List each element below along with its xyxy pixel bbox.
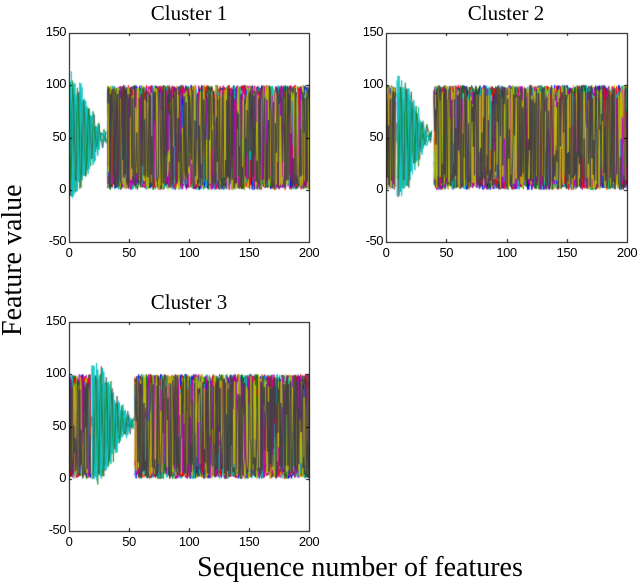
x-tick-label: 50 bbox=[122, 534, 136, 549]
y-axis-label: Feature value bbox=[0, 184, 28, 336]
x-tick-label: 200 bbox=[616, 245, 638, 260]
x-tick-label: 200 bbox=[298, 534, 320, 549]
y-tick-label: -50 bbox=[365, 233, 384, 248]
x-tick-label: 100 bbox=[178, 245, 200, 260]
y-tick-label: 150 bbox=[45, 24, 67, 39]
y-tick-label: 100 bbox=[362, 76, 384, 92]
y-tick-label: 0 bbox=[376, 180, 383, 196]
x-tick-label: 150 bbox=[238, 245, 260, 260]
y-tick-label: 100 bbox=[45, 365, 67, 381]
x-tick-label: 0 bbox=[65, 534, 73, 549]
y-tick-label: 150 bbox=[362, 24, 384, 39]
x-tick-label: 200 bbox=[298, 245, 320, 260]
x-tick-label: 150 bbox=[238, 534, 260, 549]
x-tick-label: 100 bbox=[496, 245, 517, 260]
y-tick-label: -50 bbox=[48, 522, 67, 537]
y-tick-label: 50 bbox=[369, 128, 384, 144]
y-tick-label: 150 bbox=[45, 313, 67, 328]
y-tick-label: -50 bbox=[48, 233, 67, 248]
x-tick-label: 0 bbox=[65, 245, 73, 260]
y-tick-label: 100 bbox=[45, 76, 67, 92]
y-tick-label: 0 bbox=[59, 180, 66, 196]
y-tick-label: 0 bbox=[59, 469, 66, 485]
x-tick-label: 0 bbox=[382, 245, 390, 260]
y-tick-label: 50 bbox=[52, 128, 67, 144]
x-tick-label: 50 bbox=[439, 245, 454, 260]
x-tick-label: 100 bbox=[178, 534, 200, 549]
x-axis-label: Sequence number of features bbox=[197, 552, 523, 583]
x-tick-label: 50 bbox=[122, 245, 136, 260]
y-tick-label: 50 bbox=[52, 417, 67, 433]
x-tick-label: 150 bbox=[556, 245, 578, 260]
